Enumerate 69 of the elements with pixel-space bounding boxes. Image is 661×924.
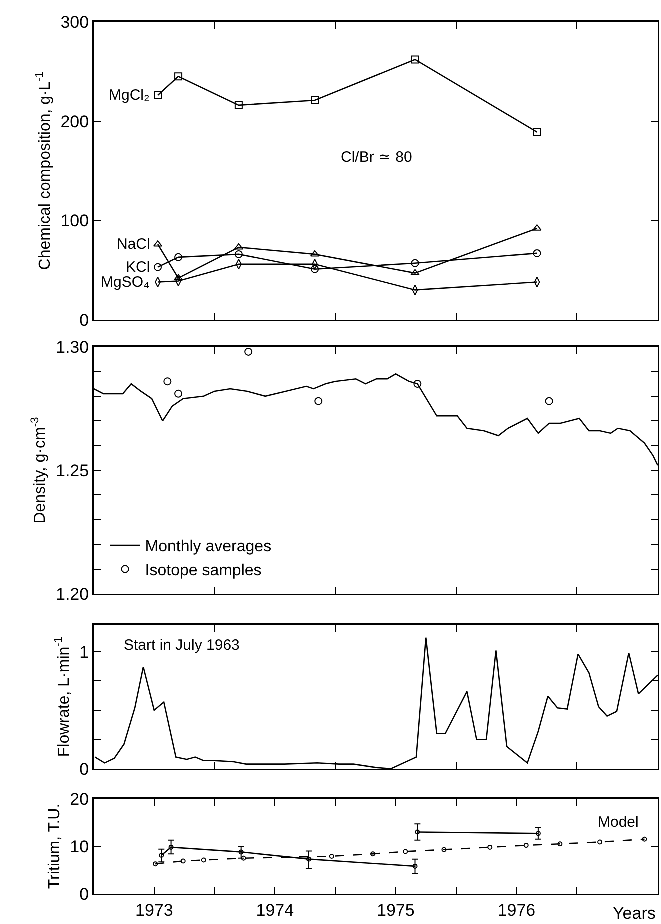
point (174, 72, 183, 81)
point (234, 101, 243, 110)
point (311, 265, 320, 274)
annotation: Cl/Br ≃ 80 (341, 149, 412, 166)
point (370, 852, 376, 857)
annotation: Start in July 1963 (124, 637, 240, 654)
point (164, 378, 172, 386)
y-tick-label: 200 (60, 112, 90, 132)
y-tick-label: 20 (70, 790, 90, 809)
point (201, 858, 206, 863)
series-label: MgSO₄ (101, 274, 150, 291)
y-axis-title: Tritium, T.U. (46, 804, 64, 890)
point (311, 96, 320, 104)
point (234, 250, 243, 258)
x-tick-label: 1974 (256, 900, 294, 920)
point (442, 847, 447, 852)
point (174, 274, 184, 281)
legend-label: Monthly averages (145, 538, 272, 556)
point (558, 842, 563, 847)
point (524, 843, 529, 848)
y-tick-label: 1.30 (56, 338, 90, 357)
point (598, 840, 603, 845)
x-tick-label: 1975 (377, 900, 415, 920)
series-label: MgCl₂ (109, 87, 150, 104)
point (545, 397, 554, 406)
point (180, 858, 186, 864)
x-tick-label: 1973 (135, 900, 174, 920)
point (244, 348, 253, 356)
point (533, 249, 542, 258)
x-axis-title: Years (613, 904, 656, 923)
point (403, 849, 408, 854)
series-label: Model (598, 814, 639, 831)
point (329, 854, 334, 859)
point (168, 844, 174, 850)
point (536, 831, 541, 836)
x-tick-label: 1976 (498, 900, 536, 920)
point (241, 856, 246, 861)
point (174, 253, 183, 262)
series-label: KCl (126, 259, 150, 276)
point (306, 856, 312, 862)
y-tick-label: 0 (80, 310, 90, 330)
point (314, 397, 323, 406)
point (410, 269, 420, 276)
series-label: NaCl (117, 236, 150, 253)
y-tick-label: 10 (70, 837, 90, 856)
point (234, 243, 244, 250)
point (488, 844, 493, 850)
y-tick-label: 300 (60, 12, 90, 32)
point (154, 263, 162, 272)
point (642, 836, 648, 842)
y-tick-label: 0 (80, 760, 90, 779)
point (174, 390, 183, 398)
y-tick-label: 1.25 (56, 461, 90, 480)
point (412, 864, 418, 869)
point (415, 830, 420, 835)
point (153, 862, 158, 867)
point (411, 56, 420, 64)
point (310, 250, 320, 257)
point (414, 380, 422, 388)
point (238, 850, 244, 855)
point (533, 128, 542, 136)
point (159, 853, 164, 858)
y-tick-label: 100 (60, 212, 90, 231)
legend-label: Isotope samples (145, 562, 262, 580)
point (411, 259, 420, 268)
point (154, 92, 162, 100)
y-tick-label: 0 (80, 884, 90, 904)
y-tick-label: 1 (80, 642, 90, 662)
y-tick-label: 1.20 (56, 584, 90, 604)
